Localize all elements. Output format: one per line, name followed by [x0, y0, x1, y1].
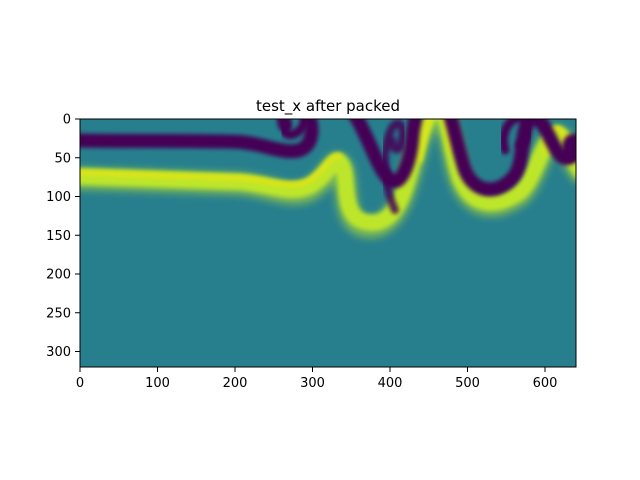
- x-tick-label: 500: [455, 376, 480, 391]
- y-tick-label: 300: [46, 345, 71, 360]
- x-tick-label: 0: [76, 376, 84, 391]
- dark-swirl-right: [499, 119, 533, 155]
- y-tick-label: 250: [46, 306, 71, 321]
- y-tick-label: 100: [46, 190, 71, 205]
- x-tick: 300: [300, 367, 325, 391]
- y-tick-label: 0: [63, 113, 71, 128]
- x-tick: 100: [145, 367, 170, 391]
- y-tick: 150: [46, 229, 80, 244]
- x-tick-label: 100: [145, 376, 170, 391]
- dark-blob-right-edge: [562, 134, 576, 162]
- x-tick: 600: [533, 367, 558, 391]
- y-tick-label: 150: [46, 229, 71, 244]
- x-tick-label: 600: [533, 376, 558, 391]
- plot-frame: [79, 118, 577, 368]
- y-tick-label: 50: [54, 151, 71, 166]
- x-tick-label: 400: [378, 376, 403, 391]
- x-tick: 200: [223, 367, 248, 391]
- x-tick-label: 200: [223, 376, 248, 391]
- x-tick: 500: [455, 367, 480, 391]
- dark-band: [80, 119, 576, 197]
- y-tick: 100: [46, 190, 80, 205]
- x-axis: 0 100 200 300 400 500 600: [76, 367, 558, 391]
- light-band: [80, 119, 576, 231]
- y-tick: 250: [46, 306, 80, 321]
- y-tick: 50: [54, 151, 80, 166]
- x-tick: 0: [76, 367, 84, 391]
- y-tick: 0: [63, 113, 80, 128]
- heatmap-image: [80, 119, 576, 367]
- x-tick: 400: [378, 367, 403, 391]
- dark-swirl-left: [279, 119, 309, 140]
- y-tick-label: 200: [46, 268, 71, 283]
- chart-title: test_x after packed: [256, 97, 400, 116]
- y-axis: 0 50 100 150 200 250 300: [46, 113, 80, 360]
- dark-swirl-mid: [380, 119, 407, 214]
- y-tick: 200: [46, 268, 80, 283]
- heatmap-background: [80, 119, 576, 367]
- x-tick-label: 300: [300, 376, 325, 391]
- y-tick: 300: [46, 345, 80, 360]
